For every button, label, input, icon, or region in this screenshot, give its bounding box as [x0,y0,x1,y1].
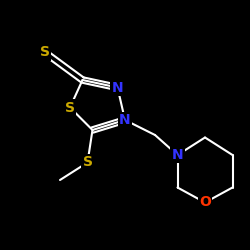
Text: S: S [82,156,92,170]
Text: O: O [199,196,211,209]
Text: N: N [119,113,131,127]
Text: N: N [172,148,183,162]
Text: N: N [112,80,123,94]
Text: S: S [65,100,75,114]
Text: S: S [40,46,50,60]
